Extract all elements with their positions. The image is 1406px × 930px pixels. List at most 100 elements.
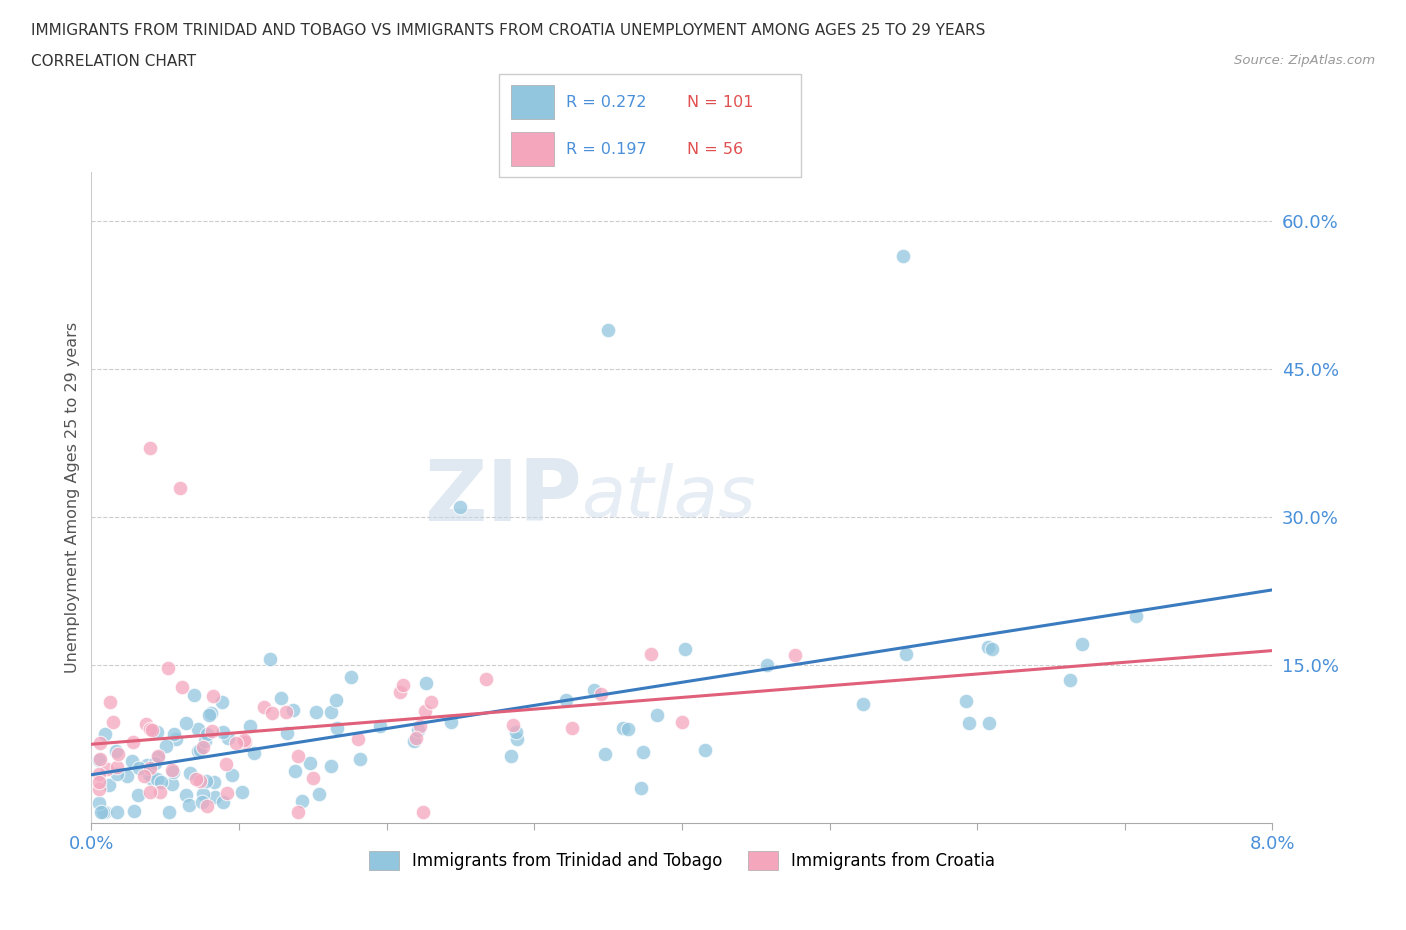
- Point: [176, 716, 198, 731]
- Point: [284, 764, 307, 778]
- Point: [1125, 608, 1147, 623]
- Point: [139, 761, 162, 776]
- Point: [115, 769, 138, 784]
- Point: [194, 734, 217, 749]
- Point: [121, 754, 143, 769]
- Point: [276, 726, 298, 741]
- Point: [146, 750, 169, 764]
- Point: [155, 738, 177, 753]
- Point: [239, 719, 262, 734]
- Point: [402, 734, 425, 749]
- Point: [87, 752, 110, 767]
- Point: [186, 772, 208, 787]
- Y-axis label: Unemployment Among Ages 25 to 29 years: Unemployment Among Ages 25 to 29 years: [65, 322, 80, 673]
- Point: [1071, 636, 1094, 651]
- Text: R = 0.272: R = 0.272: [565, 95, 647, 110]
- Point: [612, 720, 634, 735]
- Point: [183, 688, 205, 703]
- Point: [128, 761, 150, 776]
- Point: [215, 786, 238, 801]
- Point: [107, 766, 129, 781]
- Text: Source: ZipAtlas.com: Source: ZipAtlas.com: [1234, 54, 1375, 67]
- Point: [595, 746, 617, 761]
- Point: [291, 793, 314, 808]
- Point: [419, 695, 441, 710]
- Point: [174, 788, 197, 803]
- Point: [89, 751, 111, 766]
- Text: atlas: atlas: [582, 463, 756, 532]
- Point: [160, 763, 183, 777]
- Point: [127, 788, 149, 803]
- Point: [165, 732, 187, 747]
- Point: [157, 661, 180, 676]
- Point: [87, 795, 110, 810]
- Point: [200, 705, 222, 720]
- Point: [204, 790, 226, 804]
- Point: [645, 708, 668, 723]
- Point: [231, 785, 253, 800]
- Point: [98, 695, 121, 710]
- Point: [146, 772, 169, 787]
- Point: [225, 736, 247, 751]
- Point: [785, 648, 807, 663]
- Point: [188, 743, 211, 758]
- Point: [87, 775, 110, 790]
- Point: [406, 723, 429, 737]
- Point: [977, 639, 1000, 654]
- Point: [93, 804, 115, 819]
- Point: [191, 739, 214, 754]
- Point: [262, 706, 284, 721]
- Text: CORRELATION CHART: CORRELATION CHART: [31, 54, 195, 69]
- Point: [321, 705, 343, 720]
- Text: R = 0.197: R = 0.197: [565, 141, 647, 156]
- Point: [160, 777, 183, 791]
- Point: [326, 720, 349, 735]
- Point: [368, 719, 391, 734]
- Point: [187, 744, 209, 759]
- Point: [1059, 672, 1081, 687]
- Point: [299, 755, 322, 770]
- Point: [582, 683, 605, 698]
- Point: [105, 760, 128, 775]
- Point: [211, 695, 233, 710]
- FancyBboxPatch shape: [499, 74, 801, 177]
- Point: [202, 688, 225, 703]
- Point: [188, 774, 211, 789]
- Point: [190, 794, 212, 809]
- Point: [673, 642, 696, 657]
- Point: [195, 799, 218, 814]
- Point: [187, 722, 209, 737]
- Point: [94, 726, 117, 741]
- Point: [475, 672, 498, 687]
- Point: [202, 775, 225, 790]
- Point: [132, 768, 155, 783]
- Point: [977, 716, 1000, 731]
- Point: [93, 804, 115, 819]
- Point: [440, 714, 463, 729]
- Point: [276, 704, 298, 719]
- Point: [499, 749, 522, 764]
- Point: [505, 724, 527, 739]
- Point: [415, 675, 437, 690]
- Point: [591, 686, 613, 701]
- Point: [253, 699, 276, 714]
- Point: [957, 716, 980, 731]
- Point: [308, 787, 330, 802]
- Point: [640, 646, 662, 661]
- Point: [191, 787, 214, 802]
- Point: [146, 724, 169, 739]
- Point: [201, 724, 224, 738]
- Text: ZIP: ZIP: [423, 456, 582, 539]
- Point: [671, 714, 693, 729]
- Point: [413, 704, 436, 719]
- Point: [97, 777, 120, 792]
- Point: [135, 717, 157, 732]
- Point: [981, 642, 1004, 657]
- Point: [195, 726, 218, 741]
- Point: [405, 731, 427, 746]
- Point: [169, 480, 191, 495]
- Bar: [512, 132, 554, 166]
- Point: [409, 719, 432, 734]
- Point: [90, 804, 112, 819]
- Point: [631, 745, 654, 760]
